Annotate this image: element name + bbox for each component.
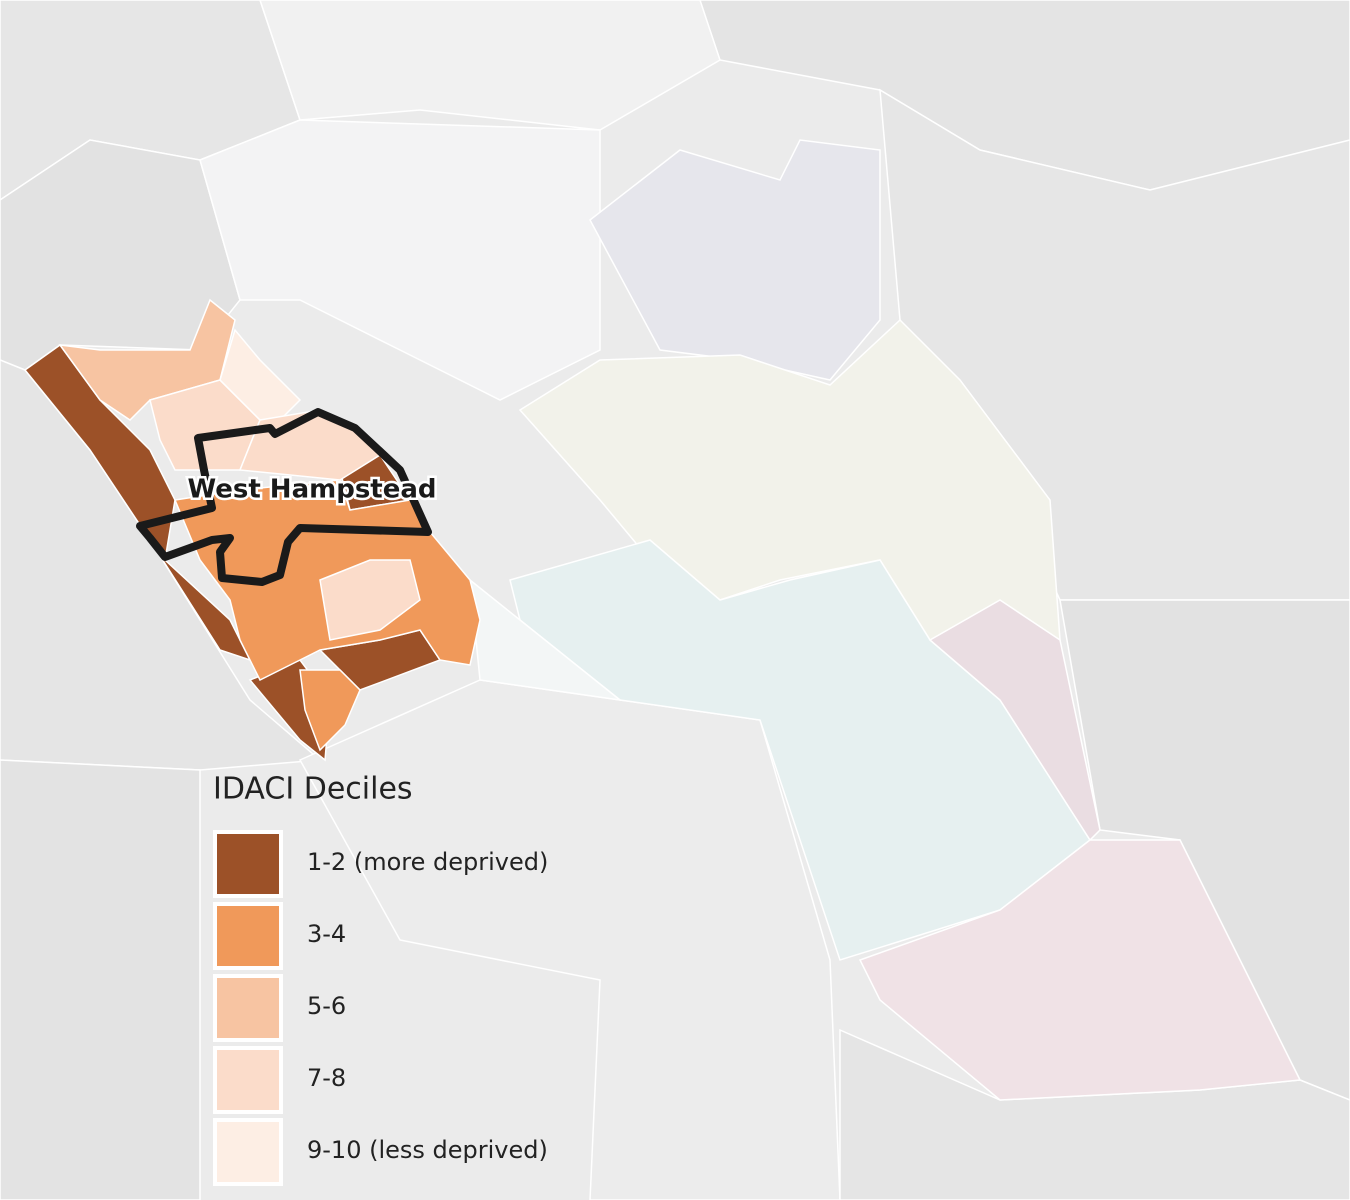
legend-label: 1-2 (more deprived) [307, 848, 548, 876]
area [319, 559, 421, 641]
deprivation-areas [23, 298, 481, 762]
tinted-areas [469, 139, 1302, 1101]
legend: 1-2 (more deprived) 3-4 5-6 7-8 9-10 (less d… [213, 830, 548, 1186]
legend-swatch [213, 1046, 283, 1114]
legend-swatch [213, 1118, 283, 1186]
legend-label: 3-4 [307, 920, 346, 948]
legend-swatch [213, 974, 283, 1042]
area-label: West Hampstead [187, 475, 436, 505]
legend-swatch [213, 902, 283, 970]
area [299, 669, 361, 752]
legend-title: IDACI Deciles [213, 772, 413, 807]
area-outline [136, 408, 432, 586]
legend-label: 9-10 (less deprived) [307, 1136, 548, 1164]
area [58, 298, 236, 421]
legend-label: 7-8 [307, 1064, 346, 1092]
legend-swatch [213, 830, 283, 898]
legend-label: 5-6 [307, 992, 346, 1020]
